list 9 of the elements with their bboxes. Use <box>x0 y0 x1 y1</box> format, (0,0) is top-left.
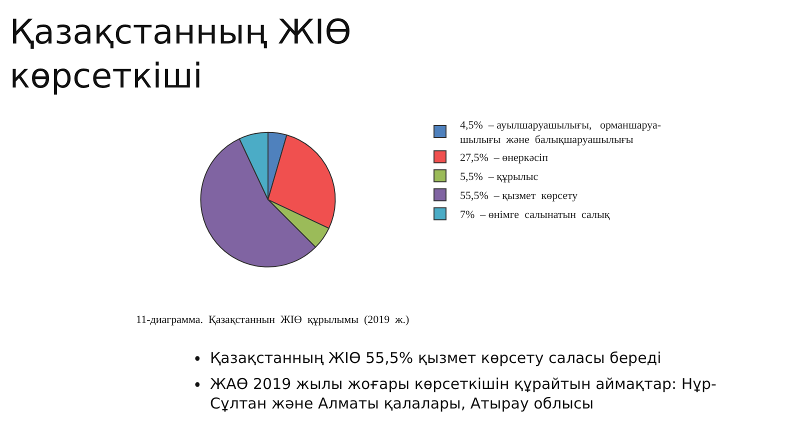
chart-title: Қазақстанның ЖІӨ көрсеткіші <box>10 12 352 97</box>
text: Қазақстанның ЖІӨ 55,5% қызмет көрсету саласы береді <box>210 349 662 367</box>
text: ЖАӨ 2019 жылы жоғары көрсеткішін құрайтын аймақтар: Нұр- Сұлтан және Алматы қалалары, Атырау облысы <box>210 375 716 412</box>
legend-label: 5,5% – құрылыс <box>460 171 538 184</box>
legend-label: 4,5% – ауылшаруашылығы, орманшаруа- шылығы және балықшаруашылығы <box>460 120 662 146</box>
text: 11-диаграмма. Қазақстаннын ЖІӨ құрылымы (2019 ж.) <box>136 314 410 326</box>
legend-label: 27,5% – өнеркәсіп <box>460 152 548 164</box>
legend-label: 7% – өнімге салынатын салық <box>460 209 610 222</box>
legend-label: 55,5% – қызмет көрсету <box>460 190 578 202</box>
